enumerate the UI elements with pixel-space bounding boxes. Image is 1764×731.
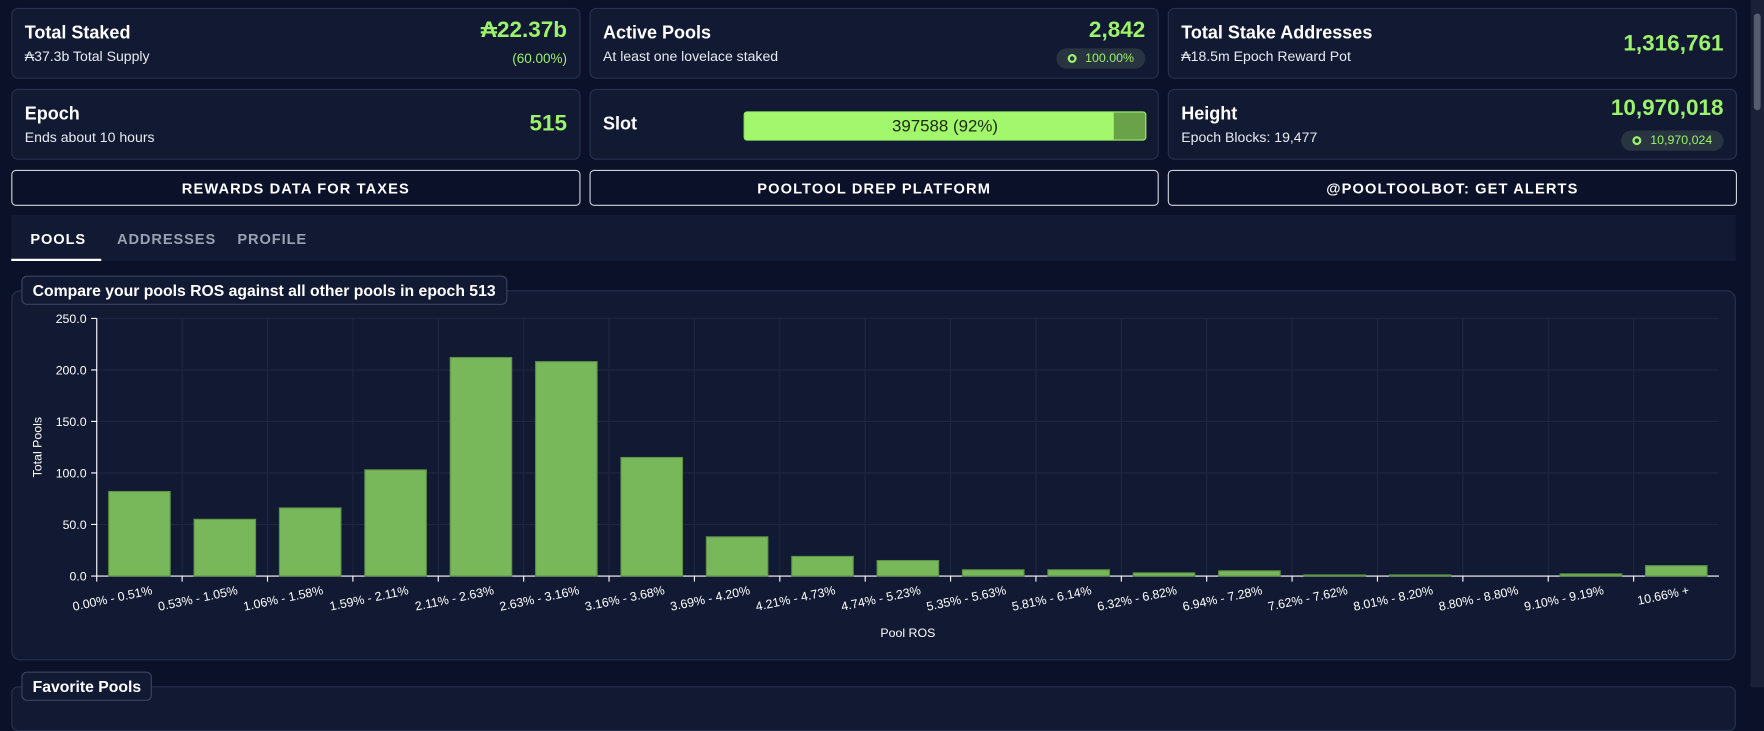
chart-panel: 0.0 50.0 100.0 150.0 200.0 250.0 0.00% - 0.51%… [11,290,1736,660]
x-tick-label: 8.01% - 8.20% [1352,583,1434,614]
stat-title: Slot [603,115,637,135]
bar [1219,571,1280,576]
x-tick-label: 3.69% - 4.20% [669,583,751,614]
bar [1304,575,1365,576]
stat-subtitle: Epoch Blocks: 19,477 [1181,129,1317,145]
button[interactable]: REWARDS DATA FOR TAXES [11,170,580,206]
bar [279,508,340,576]
bar [963,570,1024,576]
bar [706,537,767,576]
stat-subtitle: ₳37.3b Total Supply [25,48,150,64]
scrollbar[interactable] [1751,0,1764,687]
stat-card: Total Staked ₳37.3b Total Supply ₳22.37b… [11,8,580,79]
stat-title: Total Stake Addresses [1181,24,1372,44]
x-tick-label: 6.32% - 6.82% [1096,583,1178,614]
x-tick-label: 3.16% - 3.68% [584,583,666,614]
x-tick-label: 4.21% - 4.73% [754,583,836,614]
y-tick-label: 150.0 [56,415,87,429]
x-tick-label: 8.80% - 8.80% [1437,583,1519,614]
next-panel [11,686,1736,731]
chart: 0.0 50.0 100.0 150.0 200.0 250.0 0.00% - 0.51%… [11,290,1736,660]
bar [1048,570,1109,576]
bar [194,519,255,576]
button[interactable]: @POOLTOOLBOT: GET ALERTS [1168,170,1737,206]
x-tick-label: 4.74% - 5.23% [840,583,922,614]
tab[interactable]: ADDRESSES [117,231,216,248]
x-tick-label: 2.63% - 3.16% [498,583,580,614]
stat-badge: 10,970,024 [1621,131,1723,151]
chart-title: Compare your pools ROS against all other… [21,276,506,305]
x-axis-label: Pool ROS [880,626,935,640]
stat-title: Active Pools [603,24,711,44]
stat-card: Active Pools At least one lovelace stake… [590,8,1159,79]
stat-subtitle: ₳18.5m Epoch Reward Pot [1181,48,1351,64]
slot-progress: 397588 (92%) [744,111,1147,140]
bar [877,561,938,576]
bar [450,358,511,576]
stat-card: Height Epoch Blocks: 19,477 10,970,018 1… [1168,89,1737,160]
stat-title: Total Staked [25,24,131,44]
bar [1389,575,1450,576]
scroll-thumb[interactable] [1754,14,1761,111]
x-tick-label: 1.06% - 1.58% [242,583,324,614]
tab[interactable]: POOLS [30,231,86,248]
stat-value: 1,316,761 [1623,32,1723,58]
bar [536,362,597,576]
tab-bar: POOLS ADDRESSES PROFILE [11,215,1736,261]
stat-extra: (60.00%) [512,51,567,67]
button[interactable]: POOLTOOL DREP PLATFORM [590,170,1159,206]
x-tick-label: 2.11% - 2.63% [414,583,495,613]
stat-card: Epoch Ends about 10 hours 515 [11,89,580,160]
x-tick-label: 9.10% - 9.19% [1523,583,1605,614]
x-tick-label: 6.94% - 7.28% [1181,583,1263,614]
bar [365,470,426,576]
tab-underline [11,259,101,261]
x-tick-label: 10.66% + [1636,583,1690,608]
bar [1646,566,1707,576]
bar [792,556,853,576]
stat-value: ₳22.37b [481,18,567,44]
stat-value: 515 [529,111,567,137]
y-axis-label: Total Pools [31,417,45,477]
stat-title: Epoch [25,105,80,125]
stat-subtitle: At least one lovelace staked [603,48,778,64]
bar [621,457,682,576]
page: Total Staked ₳37.3b Total Supply ₳22.37b… [0,0,1764,687]
x-tick-label: 0.53% - 1.05% [157,583,239,614]
stat-value: 10,970,018 [1611,96,1724,122]
y-tick-label: 200.0 [56,363,87,377]
panel-title: Favorite Pools [21,672,152,701]
y-tick-label: 100.0 [56,466,87,480]
stat-card: Slot 397588 (92%) [590,89,1159,160]
bar [1560,574,1621,576]
stat-badge: 100.00% [1056,48,1145,68]
y-tick-label: 50.0 [63,518,87,532]
tab[interactable]: PROFILE [237,231,307,248]
x-tick-label: 5.81% - 6.14% [1011,583,1093,614]
x-tick-label: 0.00% - 0.51% [71,583,153,614]
stat-subtitle: Ends about 10 hours [25,129,155,145]
y-tick-label: 250.0 [56,312,87,326]
x-tick-label: 7.62% - 7.62% [1267,583,1349,614]
x-tick-label: 5.35% - 5.63% [925,583,1007,614]
bar [1133,573,1194,576]
bar [109,491,170,576]
stat-title: Height [1181,105,1237,125]
stat-card: Total Stake Addresses ₳18.5m Epoch Rewar… [1168,8,1737,79]
stat-value: 2,842 [1089,18,1145,44]
y-tick-label: 0.0 [69,570,86,584]
x-tick-label: 1.59% - 2.11% [328,583,409,613]
progress-text: 397588 (92%) [745,117,1146,136]
